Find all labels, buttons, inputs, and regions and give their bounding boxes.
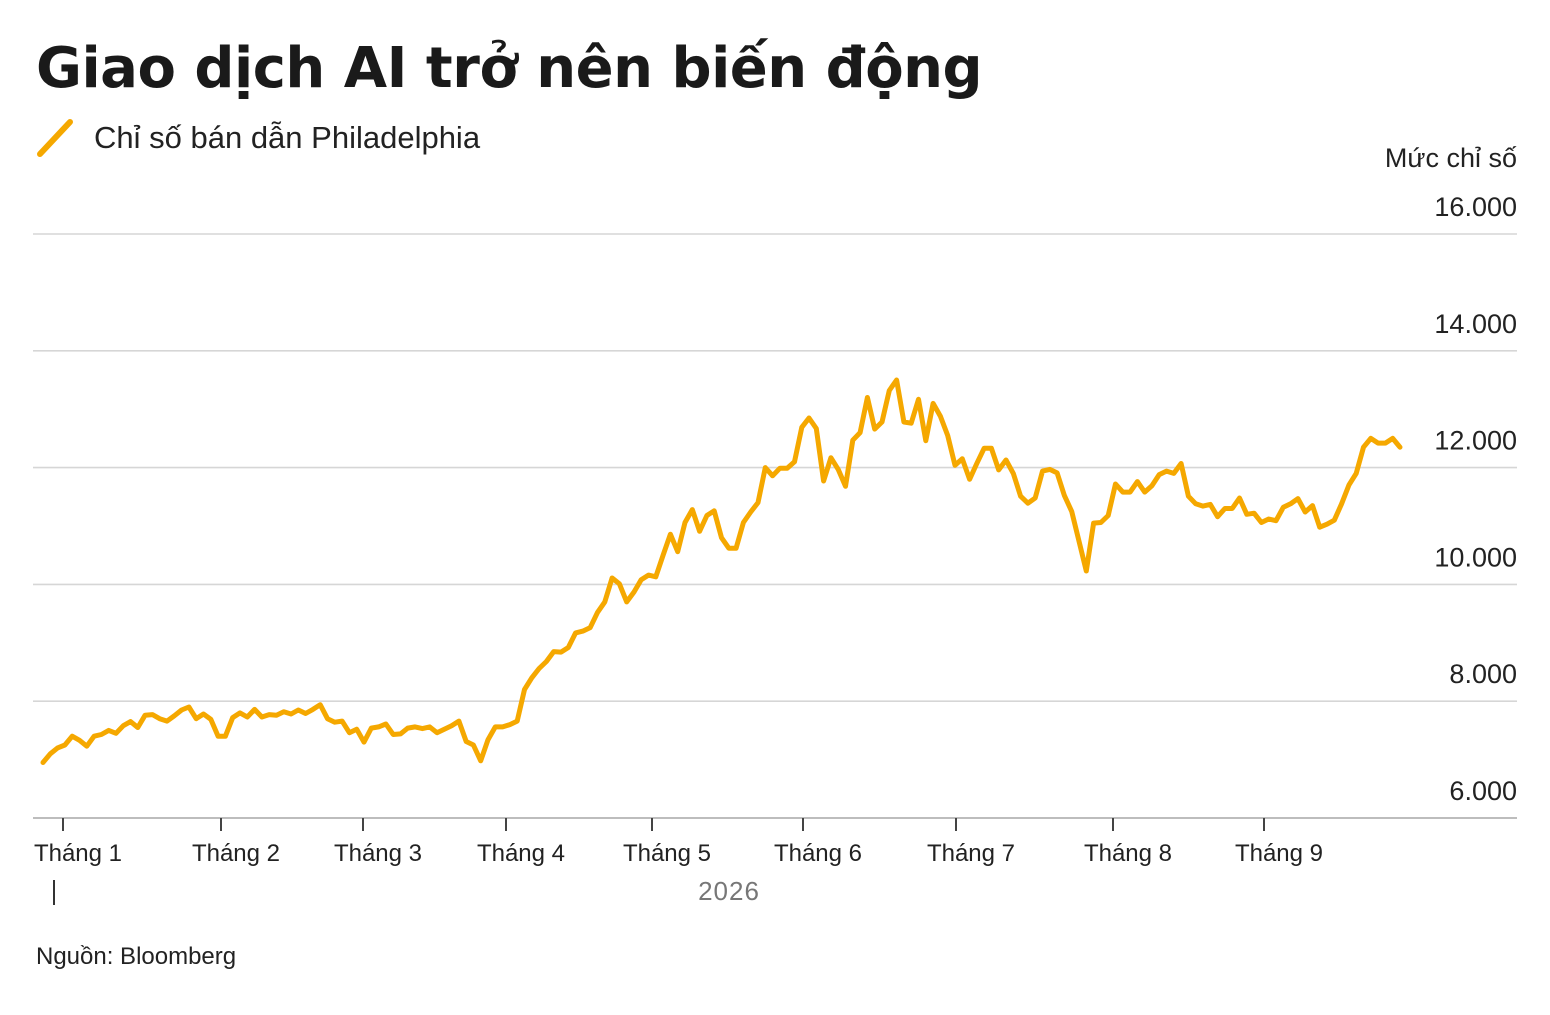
x-tick-label: Tháng 6 (774, 840, 862, 867)
y-tick-label: 12.000 (1434, 426, 1517, 456)
x-tick-label: Tháng 3 (334, 840, 422, 867)
y-tick-label: 6.000 (1449, 776, 1517, 806)
y-tick-label: 16.000 (1434, 192, 1517, 222)
source-note: Nguồn: Bloomberg (36, 943, 237, 970)
x-axis: Tháng 1 Tháng 2 Tháng 3 Tháng 4 Tháng 5 Tháng… (34, 818, 1323, 867)
legend-series-label: Chỉ số bán dẫn Philadelphia (94, 120, 481, 155)
y-tick-label: 14.000 (1434, 309, 1517, 339)
x-tick-label: Tháng 9 (1235, 840, 1323, 867)
chart-title: Giao dịch AI trở nên biến động (36, 36, 983, 101)
y-axis-label: Mức chỉ số (1384, 143, 1517, 173)
y-tick-label: 10.000 (1434, 542, 1517, 572)
x-tick-label: Tháng 7 (927, 840, 1015, 867)
x-tick-label: Tháng 5 (623, 840, 711, 867)
y-tick-label: 8.000 (1449, 659, 1517, 689)
legend: Chỉ số bán dẫn Philadelphia (36, 116, 480, 160)
x-tick-label: Tháng 4 (477, 840, 565, 867)
legend-line-icon (37, 119, 73, 157)
x-axis-year: 2026 (698, 876, 760, 906)
x-tick-label: Tháng 8 (1084, 840, 1172, 867)
series-line (40, 377, 1403, 765)
gridlines (33, 233, 1517, 819)
x-tick-label: Tháng 1 (34, 840, 122, 867)
x-tick-label: Tháng 2 (192, 840, 280, 867)
y-tick-labels: 6.000 8.000 10.000 12.000 14.000 16.000 (1434, 192, 1517, 806)
